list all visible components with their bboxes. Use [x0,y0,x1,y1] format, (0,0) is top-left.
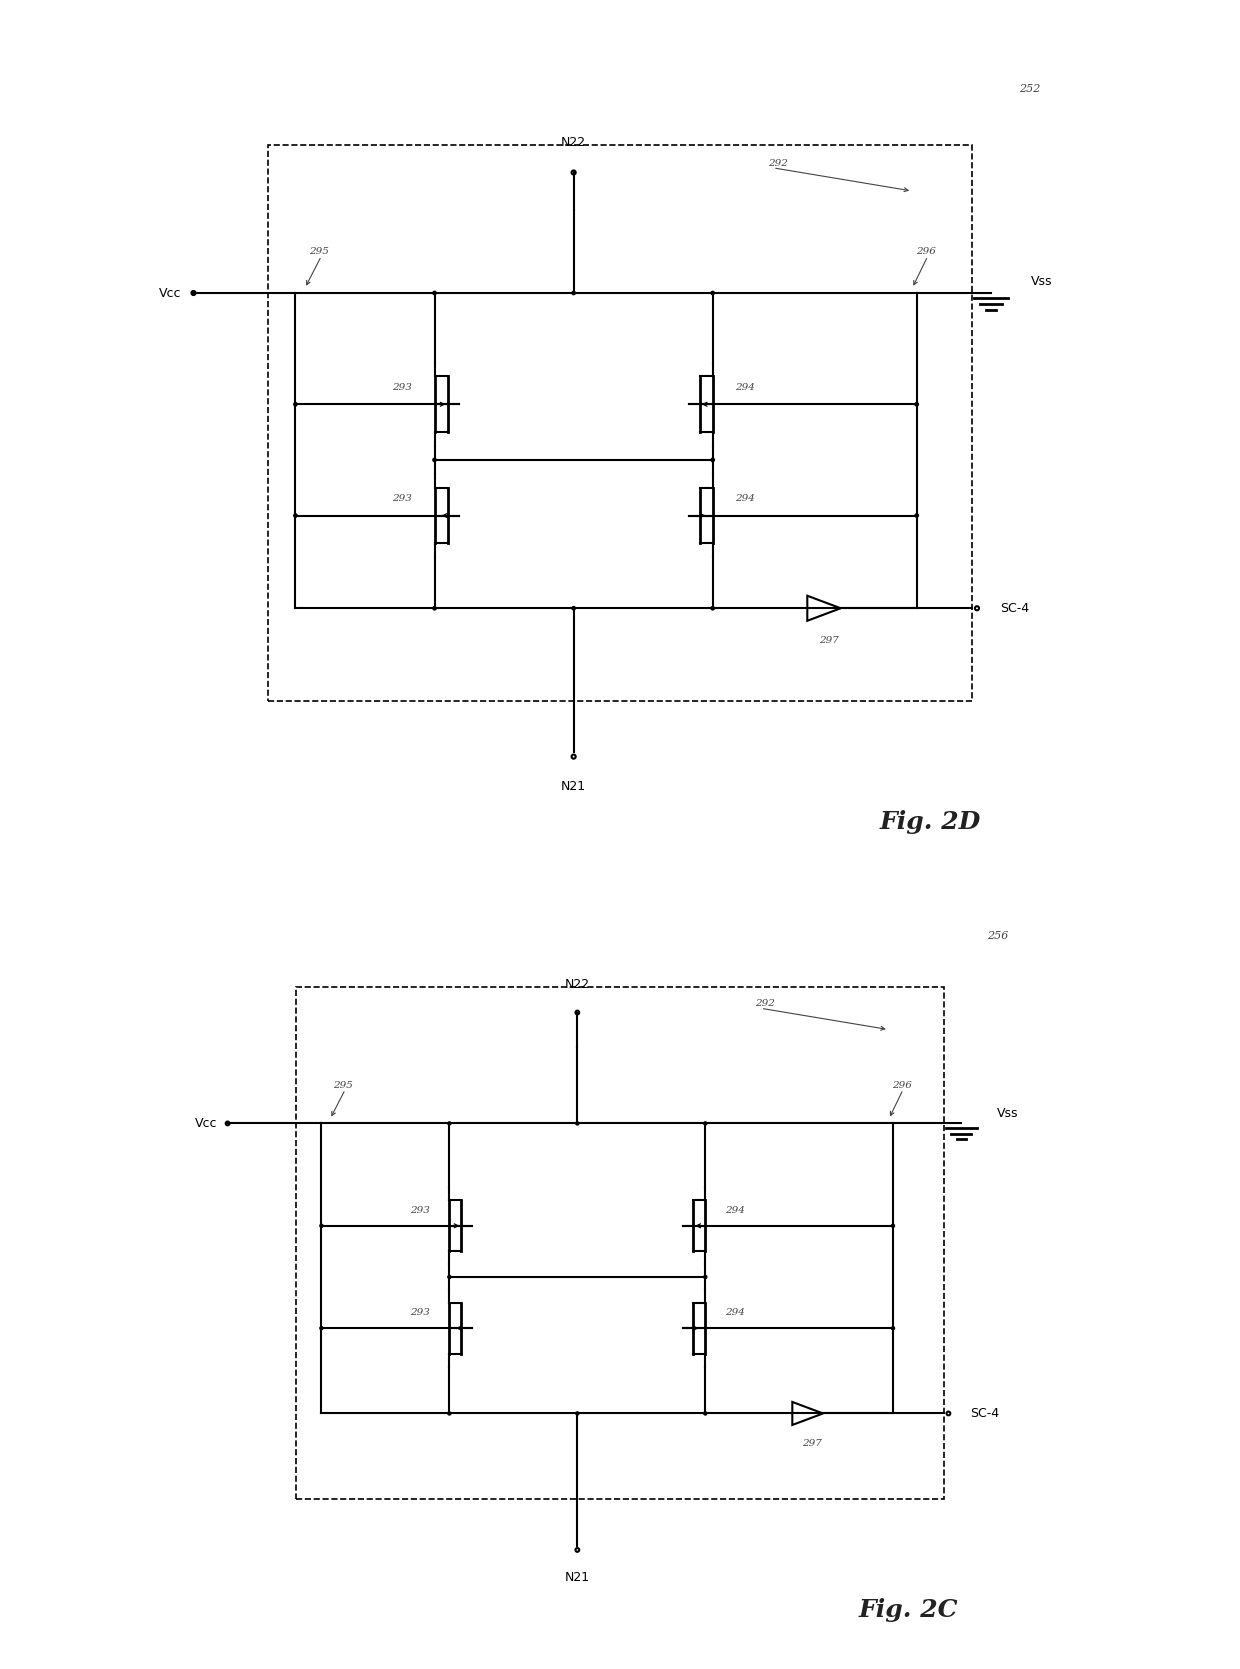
Circle shape [711,292,714,295]
Circle shape [711,606,714,609]
Text: Fig. 2D: Fig. 2D [879,809,981,833]
Text: 293: 293 [392,384,412,392]
Circle shape [448,1122,451,1125]
Text: SC-4: SC-4 [970,1407,999,1420]
Text: N21: N21 [560,779,587,793]
Circle shape [704,1275,707,1278]
Text: 256: 256 [987,931,1008,941]
Text: 292: 292 [768,159,787,167]
Text: N22: N22 [564,978,590,991]
Circle shape [433,606,436,609]
Circle shape [433,292,436,295]
Circle shape [915,402,919,406]
Text: 296: 296 [916,247,936,255]
Text: 297: 297 [802,1439,822,1447]
Text: 293: 293 [409,1207,429,1215]
Text: Fig. 2C: Fig. 2C [859,1597,959,1622]
Text: 296: 296 [892,1080,911,1090]
Text: 294: 294 [725,1207,745,1215]
Text: 297: 297 [818,636,838,646]
Text: Vss: Vss [1032,275,1053,289]
Circle shape [704,1412,707,1415]
Text: Vcc: Vcc [195,1117,217,1130]
Circle shape [704,1122,707,1125]
Circle shape [572,606,575,609]
Text: Vcc: Vcc [159,287,181,299]
Circle shape [294,402,298,406]
Text: 293: 293 [392,494,412,504]
Text: SC-4: SC-4 [1001,603,1029,614]
Circle shape [448,1275,451,1278]
Circle shape [892,1327,894,1330]
Text: 295: 295 [332,1080,352,1090]
Circle shape [915,514,919,517]
Circle shape [320,1327,322,1330]
Text: 294: 294 [725,1308,745,1317]
Text: N22: N22 [560,137,587,149]
Circle shape [448,1412,451,1415]
Text: 295: 295 [309,247,329,255]
Circle shape [892,1225,894,1227]
Text: 252: 252 [1019,83,1040,93]
Text: N21: N21 [564,1571,590,1584]
Circle shape [433,459,436,462]
Circle shape [711,459,714,462]
Text: 292: 292 [755,1000,775,1008]
Circle shape [320,1225,322,1227]
Text: 294: 294 [735,384,755,392]
Text: 293: 293 [409,1308,429,1317]
Text: Vss: Vss [997,1107,1019,1120]
Circle shape [575,1412,579,1415]
Circle shape [572,292,575,295]
Circle shape [575,1122,579,1125]
Text: 294: 294 [735,494,755,504]
Circle shape [294,514,298,517]
